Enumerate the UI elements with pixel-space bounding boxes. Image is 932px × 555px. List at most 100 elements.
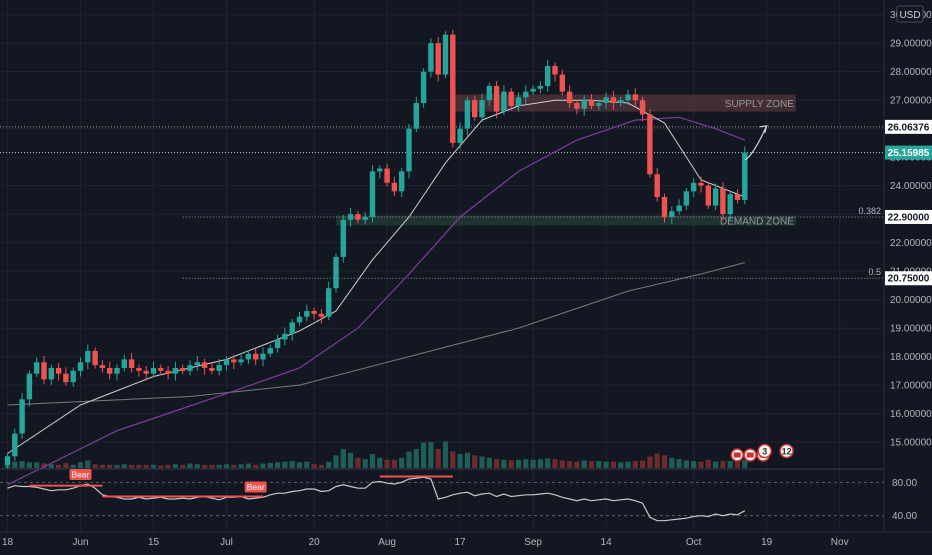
candle[interactable]	[121, 354, 127, 372]
candle[interactable]	[435, 36, 441, 82]
candle[interactable]	[705, 182, 711, 210]
candle[interactable]	[267, 344, 273, 358]
candle[interactable]	[654, 167, 660, 202]
candle[interactable]	[19, 393, 25, 440]
event-markers[interactable]: 3 12	[730, 443, 794, 462]
candle[interactable]	[55, 363, 62, 381]
candle[interactable]	[530, 85, 536, 96]
candle[interactable]	[559, 69, 565, 96]
candle[interactable]	[537, 81, 544, 94]
candle[interactable]	[282, 327, 288, 346]
candle[interactable]	[304, 304, 310, 322]
candle[interactable]	[676, 199, 682, 215]
candle[interactable]	[625, 89, 631, 105]
candle[interactable]	[566, 85, 573, 108]
candle[interactable]	[4, 452, 11, 469]
candle[interactable]	[683, 187, 690, 211]
candle[interactable]	[742, 146, 748, 205]
candle[interactable]	[523, 85, 529, 105]
event-count-badge[interactable]: 3	[757, 443, 772, 459]
candle[interactable]	[150, 361, 157, 378]
candle[interactable]	[479, 93, 485, 122]
candle[interactable]	[647, 109, 653, 178]
candle[interactable]	[515, 92, 522, 112]
candle[interactable]	[727, 190, 733, 221]
candle[interactable]	[216, 358, 222, 376]
candle[interactable]	[610, 91, 617, 110]
candle[interactable]	[464, 96, 471, 136]
candle[interactable]	[333, 253, 339, 293]
candle[interactable]	[231, 354, 237, 370]
candle[interactable]	[391, 176, 398, 196]
candle[interactable]	[209, 363, 215, 375]
candle[interactable]	[603, 92, 609, 109]
candle[interactable]	[457, 122, 463, 149]
candle[interactable]	[289, 318, 295, 341]
candle[interactable]	[318, 309, 325, 324]
candle[interactable]	[493, 81, 500, 119]
candle[interactable]	[194, 356, 200, 371]
candle[interactable]	[26, 370, 33, 407]
candle[interactable]	[472, 95, 478, 121]
candle[interactable]	[501, 85, 507, 115]
candle[interactable]	[99, 360, 106, 373]
event-flag-icon[interactable]	[730, 448, 744, 462]
candle[interactable]	[143, 365, 149, 381]
event-flag-icon[interactable]	[743, 448, 757, 462]
candle[interactable]	[41, 356, 47, 384]
candle[interactable]	[413, 96, 419, 133]
candle[interactable]	[340, 214, 346, 263]
candle[interactable]	[712, 183, 719, 211]
candle[interactable]	[720, 182, 726, 220]
candle[interactable]	[92, 347, 98, 369]
candle[interactable]	[596, 99, 602, 111]
candle[interactable]	[34, 357, 40, 378]
candle[interactable]	[165, 365, 171, 380]
candle[interactable]	[734, 189, 741, 204]
candle[interactable]	[296, 311, 303, 326]
candle[interactable]	[274, 334, 281, 353]
candle[interactable]	[180, 364, 186, 375]
candle[interactable]	[581, 95, 587, 116]
candle[interactable]	[574, 99, 580, 115]
candle[interactable]	[85, 344, 91, 370]
candle[interactable]	[428, 38, 434, 78]
candle[interactable]	[253, 348, 259, 366]
candle[interactable]	[12, 428, 18, 461]
candle[interactable]	[347, 207, 354, 227]
candle[interactable]	[552, 62, 558, 82]
candle[interactable]	[545, 59, 551, 92]
candle[interactable]	[136, 364, 142, 377]
candle[interactable]	[107, 361, 113, 380]
candle[interactable]	[128, 353, 135, 373]
candle[interactable]	[362, 212, 368, 225]
candle[interactable]	[311, 307, 317, 320]
candle[interactable]	[632, 88, 638, 106]
candle[interactable]	[48, 364, 54, 386]
candle[interactable]	[245, 350, 252, 364]
candle[interactable]	[114, 364, 120, 381]
candle[interactable]	[639, 96, 646, 122]
candle[interactable]	[486, 82, 492, 106]
candle[interactable]	[260, 347, 266, 367]
candle[interactable]	[201, 358, 208, 375]
candle[interactable]	[669, 206, 675, 224]
candle[interactable]	[158, 364, 164, 376]
candle[interactable]	[450, 29, 456, 148]
candle[interactable]	[399, 167, 405, 198]
candle[interactable]	[172, 361, 179, 381]
candle[interactable]	[508, 88, 514, 111]
candles[interactable]	[4, 29, 748, 469]
candle[interactable]	[70, 367, 76, 387]
candle[interactable]	[420, 68, 427, 108]
event-count-badge[interactable]: 12	[779, 443, 794, 459]
candle[interactable]	[618, 96, 624, 107]
currency-badge[interactable]: USD	[896, 5, 924, 23]
candle[interactable]	[355, 210, 361, 224]
candle[interactable]	[223, 356, 230, 371]
candle[interactable]	[326, 281, 332, 321]
candle[interactable]	[369, 165, 376, 223]
candle[interactable]	[187, 360, 193, 376]
